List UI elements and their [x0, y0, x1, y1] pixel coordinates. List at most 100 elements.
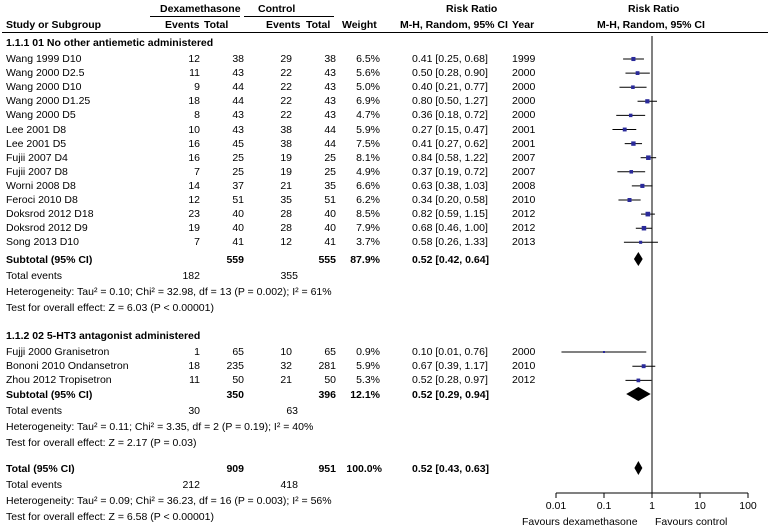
risk-ratio-ci: 0.63 [0.38, 1.03] [412, 179, 488, 192]
risk-ratio-ci: 0.40 [0.21, 0.77] [412, 81, 488, 94]
year: 1999 [512, 53, 536, 65]
col-rr: M-H, Random, 95% CI [400, 19, 508, 31]
x-tick-label: 0.01 [546, 500, 567, 512]
year: 2001 [512, 123, 536, 136]
total1: 43 [232, 123, 244, 136]
subtotal2-label: Subtotal (95% CI) [6, 389, 93, 401]
total2: 25 [324, 165, 336, 178]
weight: 7.5% [356, 137, 380, 150]
risk-ratio-ci: 0.67 [0.39, 1.17] [412, 360, 488, 373]
study-name: Worni 2008 D8 [6, 179, 76, 192]
risk-ratio-ci: 0.36 [0.18, 0.72] [412, 109, 488, 122]
total1: 41 [232, 236, 244, 249]
total-weight: 100.0% [346, 463, 382, 475]
study-name: Lee 2001 D5 [6, 137, 67, 150]
total2: 281 [318, 360, 336, 373]
subgroup1-title: 1.1.1 01 No other antiemetic administere… [6, 37, 214, 49]
total2: 50 [324, 374, 336, 387]
total1: 235 [226, 360, 244, 373]
study-effect-marker [645, 99, 650, 104]
total2: 43 [324, 81, 336, 94]
study-name: Song 2013 D10 [6, 236, 79, 249]
events2: 21 [280, 179, 292, 192]
pooled-effect-diamond [634, 461, 643, 475]
header-rule [2, 32, 768, 33]
risk-ratio-ci: 0.58 [0.26, 1.33] [412, 236, 488, 249]
risk-ratio-ci: 0.50 [0.28, 0.90] [412, 67, 488, 80]
events1: 19 [188, 222, 200, 235]
total2: 35 [324, 179, 336, 192]
weight: 6.2% [356, 194, 380, 206]
col-total2: Total [306, 19, 331, 31]
year: 2001 [512, 137, 536, 150]
events2: 35 [280, 194, 292, 206]
total2: 40 [324, 222, 336, 235]
study-name: Lee 2001 D8 [6, 123, 67, 136]
events1: 11 [189, 67, 200, 80]
events1: 16 [188, 137, 200, 150]
year: 2007 [512, 151, 536, 164]
study-name: Bononi 2010 Ondansetron [6, 360, 129, 373]
risk-ratio-ci: 0.52 [0.28, 0.97] [412, 374, 488, 387]
events1: 12 [188, 53, 200, 65]
total-ci: 0.52 [0.43, 0.63] [412, 463, 490, 475]
weight: 6.6% [356, 179, 380, 192]
subgroup2-heterogeneity: Heterogeneity: Tau² = 0.11; Chi² = 3.35,… [6, 421, 314, 433]
col-study: Study or Subgroup [6, 19, 102, 31]
study-effect-marker [628, 113, 633, 118]
weight: 6.9% [356, 95, 380, 108]
total-overall: Test for overall effect: Z = 6.58 (P < 0… [6, 511, 214, 523]
pooled-effect-diamond [633, 252, 643, 266]
study-effect-marker [636, 378, 641, 383]
total-heterogeneity: Heterogeneity: Tau² = 0.09; Chi² = 36.23… [6, 495, 332, 507]
total1: 37 [232, 179, 244, 192]
weight: 5.9% [356, 360, 380, 373]
x-tick-label: 10 [694, 500, 706, 512]
rr-title: Risk Ratio [446, 3, 498, 15]
events2: 29 [280, 53, 292, 65]
x-tick-label: 0.1 [597, 500, 612, 512]
group1-underline [150, 16, 240, 17]
events1: 9 [194, 81, 200, 94]
favours-left-label: Favours dexamethasone [522, 516, 638, 528]
subgroup1-overall: Test for overall effect: Z = 6.03 (P < 0… [6, 302, 214, 314]
total2: 38 [324, 53, 336, 65]
events2: 38 [280, 123, 292, 136]
events1: 14 [188, 179, 200, 192]
year: 2000 [512, 346, 536, 358]
study-effect-marker [641, 225, 647, 231]
subtotal1-total1: 559 [226, 254, 244, 266]
events2: 22 [280, 109, 292, 122]
risk-ratio-ci: 0.68 [0.46, 1.00] [412, 222, 488, 235]
total1: 43 [232, 109, 244, 122]
study-name: Wang 2000 D2.5 [6, 67, 85, 80]
subgroup2-events-label: Total events [6, 405, 63, 417]
subtotal1-total2: 555 [318, 254, 336, 266]
year: 2000 [512, 81, 536, 94]
study-name: Wang 2000 D1.25 [6, 95, 91, 108]
total2: 43 [324, 109, 336, 122]
weight: 5.9% [356, 123, 380, 136]
subtotal1-label: Subtotal (95% CI) [6, 254, 93, 266]
year: 2000 [512, 67, 536, 80]
subgroup1-heterogeneity: Heterogeneity: Tau² = 0.10; Chi² = 32.98… [6, 286, 332, 298]
events1: 16 [188, 151, 200, 164]
study-name: Wang 1999 D10 [6, 53, 82, 65]
year: 2012 [512, 222, 536, 235]
study-effect-marker [631, 141, 636, 146]
subtotal2-total2: 396 [318, 389, 336, 401]
col-events1: Events [165, 19, 200, 31]
study-name: Doksrod 2012 D9 [6, 222, 88, 235]
study-effect-marker [646, 155, 651, 160]
risk-ratio-ci: 0.10 [0.01, 0.76] [412, 346, 488, 358]
year: 2000 [512, 109, 536, 122]
subtotal1-ci: 0.52 [0.42, 0.64] [412, 254, 490, 266]
group1-title: Dexamethasone [160, 3, 241, 15]
weight: 6.5% [356, 53, 380, 65]
x-tick-label: 100 [739, 500, 757, 512]
total1: 40 [232, 222, 244, 235]
total-events1: 212 [182, 479, 200, 491]
weight: 7.9% [356, 222, 380, 235]
